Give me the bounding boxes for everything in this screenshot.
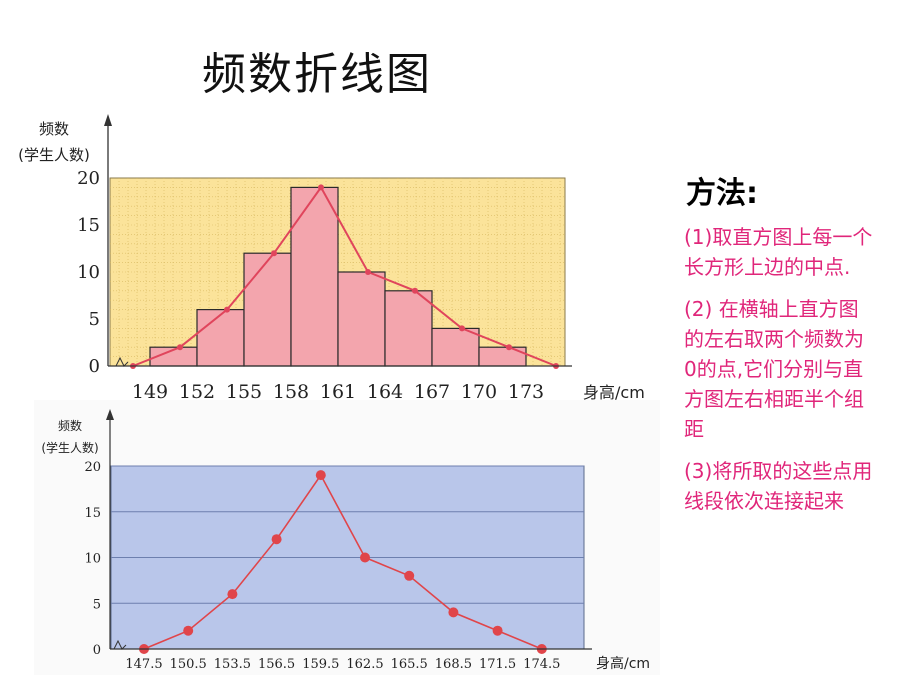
y-axis-label: 频数 — [58, 418, 82, 433]
polygon-point — [365, 269, 371, 275]
x-tick-label: 147.5 — [125, 657, 162, 672]
polygon-point — [506, 344, 512, 351]
histogram-bar — [384, 290, 433, 367]
polygon-point — [412, 287, 418, 294]
x-tick-label: 170 — [461, 381, 497, 403]
polygon-point — [224, 306, 230, 313]
x-tick-label: 165.5 — [391, 657, 428, 672]
y-tick-label: 20 — [77, 168, 100, 189]
x-tick-label: 152 — [179, 381, 215, 403]
histogram-bar — [478, 346, 527, 367]
x-tick-label: 159.5 — [302, 657, 339, 672]
method-steps: (1)取直方图上每一个长方形上边的中点. (2) 在横轴上直方图的左右取两个频数… — [684, 222, 874, 528]
method-step-1: (1)取直方图上每一个长方形上边的中点. — [684, 225, 873, 279]
y-tick-label: 15 — [84, 506, 101, 521]
y-axis-sublabel: (学生人数) — [41, 440, 98, 455]
x-axis-label: 身高/cm — [596, 655, 650, 672]
y-tick-label: 5 — [93, 597, 101, 612]
polygon-point — [315, 470, 326, 481]
y-axis-arrow-icon — [106, 409, 114, 420]
y-axis-arrow-icon — [104, 114, 112, 126]
x-tick-label: 158 — [273, 381, 309, 403]
polygon-point — [271, 250, 277, 257]
polygon-point — [318, 184, 324, 191]
x-tick-label: 153.5 — [214, 657, 251, 672]
polygon-point — [227, 589, 238, 600]
method-title: 方法: — [686, 176, 758, 211]
y-tick-label: 10 — [77, 262, 100, 283]
histogram-chart: 0 5 10 15 20 149 152 155 158 161 164 167 170 173 频数 (学生… — [18, 114, 645, 403]
polygon-point — [177, 344, 183, 351]
y-tick-label: 20 — [84, 460, 101, 475]
x-tick-label: 162.5 — [346, 657, 383, 672]
y-tick-label: 0 — [89, 356, 100, 377]
y-tick-label: 0 — [93, 643, 101, 658]
x-tick-label: 155 — [226, 381, 262, 403]
frequency-polygon-line — [132, 185, 557, 367]
x-tick-label: 167 — [414, 381, 450, 403]
x-tick-label: 164 — [367, 381, 403, 403]
x-tick-label: 168.5 — [435, 657, 472, 672]
x-axis-label: 身高/cm — [583, 383, 645, 402]
histogram-bar — [431, 327, 480, 367]
histogram-bar — [337, 271, 386, 367]
y-tick-label: 10 — [84, 552, 101, 567]
axis-break-icon — [113, 639, 127, 650]
histogram-bar — [290, 186, 339, 367]
polygon-point — [448, 607, 459, 618]
axis-break-icon — [115, 356, 129, 367]
polygon-point — [183, 625, 194, 636]
polygon-point — [360, 552, 370, 563]
polygon-point — [404, 570, 415, 581]
y-tick-label: 5 — [89, 309, 100, 330]
polygon-point — [459, 325, 465, 332]
frequency-polygon-line — [143, 473, 543, 650]
x-tick-label: 149 — [132, 381, 168, 403]
method-step-3: (3)将所取的这些点用线段依次连接起来 — [684, 459, 873, 513]
frequency-polygon-chart: 0 5 10 15 20 147.5 150.5 153.5 156.5 159.5 162.5 16… — [34, 400, 660, 675]
page-title: 频数折线图 — [202, 49, 432, 100]
polygon-point — [492, 625, 503, 636]
x-tick-label: 150.5 — [170, 657, 207, 672]
histogram-bar — [196, 309, 245, 367]
x-tick-label: 174.5 — [523, 657, 560, 672]
x-tick-label: 161 — [320, 381, 356, 403]
histogram-bar — [243, 252, 292, 367]
x-tick-label: 171.5 — [479, 657, 516, 672]
y-tick-label: 15 — [77, 215, 100, 236]
method-step-2: (2) 在横轴上直方图的左右取两个频数为0的点,它们分别与直方图左右相距半个组距 — [684, 297, 864, 441]
y-axis-label: 频数 — [39, 120, 69, 138]
x-tick-label: 173 — [508, 381, 544, 403]
y-axis-sublabel: (学生人数) — [18, 146, 90, 164]
x-tick-label: 156.5 — [258, 657, 295, 672]
polygon-point — [271, 534, 282, 545]
